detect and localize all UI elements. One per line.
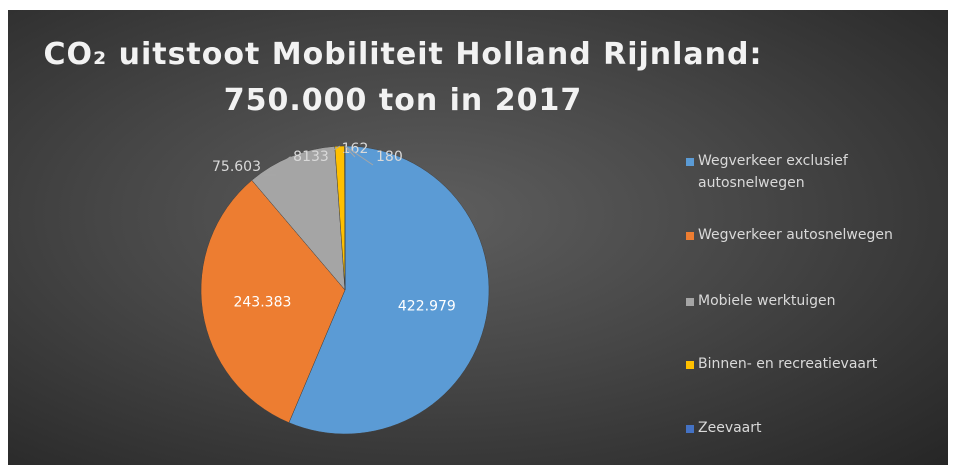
pie-slice — [200, 179, 346, 423]
data-label: 180 — [376, 149, 403, 165]
legend-label: Mobiele werktuigen — [698, 293, 836, 309]
data-label: 75.603 — [212, 159, 261, 175]
legend-item: Mobiele werktuigen — [686, 290, 948, 312]
legend-item: Zeevaart — [686, 417, 948, 439]
chart: CO₂ uitstoot Mobiliteit Holland Rijnland… — [8, 10, 948, 465]
legend-label: Zeevaart — [698, 420, 762, 436]
data-label: 422.979 — [398, 299, 456, 315]
legend-swatch — [686, 158, 694, 166]
data-label: 8133 — [293, 149, 329, 165]
pie-slice — [288, 145, 490, 435]
leader-line — [344, 145, 374, 166]
legend-swatch — [686, 425, 694, 433]
legend-swatch — [686, 361, 694, 369]
pie-slice — [251, 146, 346, 291]
title-line: CO₂ uitstoot Mobiliteit Holland Rijnland… — [43, 37, 763, 72]
legend-label: Wegverkeer autosnelwegen — [698, 227, 893, 243]
legend-item: Wegverkeer autosnelwegen — [686, 224, 948, 246]
plot: 422.979 243.383 75.603 8133 162 180 — [200, 141, 490, 435]
legend-swatch — [686, 232, 694, 240]
leader-line — [262, 156, 291, 176]
legend-label: Wegverkeer exclusief autosnelwegen — [698, 153, 848, 191]
legend-swatch — [686, 298, 694, 306]
leader-line — [344, 145, 356, 158]
chart-title: CO₂ uitstoot Mobiliteit Holland Rijnland… — [8, 32, 798, 124]
data-label: 243.383 — [233, 295, 291, 311]
legend-item: Wegverkeer exclusief autosnelwegen — [686, 150, 948, 194]
title-line: 750.000 ton in 2017 — [223, 83, 583, 118]
leader-line — [310, 145, 340, 166]
legend-label: Binnen- en recreatievaart — [698, 356, 878, 372]
data-label: 162 — [342, 141, 369, 157]
legend-item: Binnen- en recreatievaart — [686, 353, 948, 375]
